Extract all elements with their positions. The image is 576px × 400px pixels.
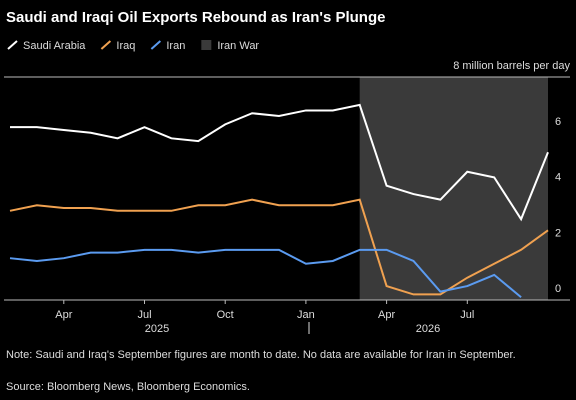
legend-swatch <box>150 40 162 50</box>
legend-label: Iran <box>166 40 185 52</box>
y-tick-label: 2 <box>555 227 561 239</box>
y-tick-label: 8 million barrels per day <box>453 60 570 72</box>
line-series <box>10 103 549 222</box>
year-label: 2025 <box>145 323 169 335</box>
legend-swatch <box>100 40 112 50</box>
chart: Saudi and Iraqi Oil Exports Rebound as I… <box>4 9 571 335</box>
y-tick-label: 4 <box>555 172 561 184</box>
legend-label: Saudi Arabia <box>23 40 86 52</box>
line-series <box>9 198 549 296</box>
x-tick-label: Oct <box>217 309 234 321</box>
chart-title: Saudi and Iraqi Oil Exports Rebound as I… <box>6 9 385 26</box>
legend-swatch <box>201 40 212 50</box>
legend: Saudi Arabia Iraq Iran Iran War <box>7 40 259 52</box>
shaded-region <box>359 77 548 300</box>
x-tick-label: Jan <box>297 309 315 321</box>
x-tick-label: Jul <box>460 309 474 321</box>
legend-label: Iran War <box>217 40 259 52</box>
x-tick-label: Apr <box>55 309 72 321</box>
x-tick-label: Jul <box>137 309 151 321</box>
note: Note: Saudi and Iraq's September figures… <box>6 349 516 361</box>
year-label: 2026 <box>416 323 440 335</box>
x-tick-label: Apr <box>378 309 395 321</box>
source: Source: Bloomberg News, Bloomberg Econom… <box>6 381 250 393</box>
legend-label: Iraq <box>116 40 135 52</box>
line-series <box>9 248 522 298</box>
legend-swatch <box>7 40 18 50</box>
y-tick-label: 0 <box>555 283 561 295</box>
y-tick-label: 6 <box>555 116 561 128</box>
